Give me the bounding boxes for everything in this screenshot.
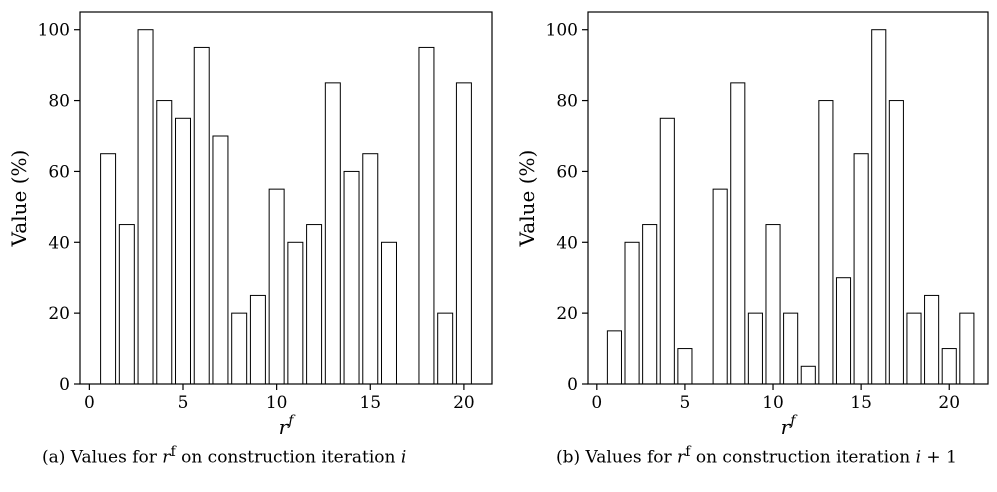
bar-a-15 (362, 153, 379, 385)
plot-frame-b (587, 11, 989, 385)
bar-b-3 (642, 224, 658, 385)
bar-a-20 (455, 82, 472, 385)
bar-b-18 (906, 312, 922, 385)
bar-a-2 (118, 224, 135, 385)
y-axis-label-a: Value (%) (7, 150, 31, 248)
bar-b-11 (783, 312, 799, 385)
y-tick-label-b-20: 20 (556, 304, 578, 324)
caption-a-superscript: f (170, 444, 176, 460)
x-tick-label-a-20: 20 (453, 393, 475, 413)
x-tick-label-b-5: 5 (680, 393, 691, 413)
y-tick-label-b-60: 60 (556, 162, 578, 182)
bar-a-19 (437, 312, 454, 385)
bar-a-12 (306, 224, 323, 385)
y-tick-label-a-0: 0 (59, 375, 70, 395)
bar-b-10 (765, 224, 781, 385)
chart-panel-a: 0 5 10 15 20 0 20 40 60 80 100 rf Value (%) (7, 11, 493, 439)
bar-b-4 (659, 117, 675, 385)
bar-a-1 (100, 153, 117, 385)
x-tick-label-b-20: 20 (938, 393, 960, 413)
x-tick-label-a-5: 5 (178, 393, 189, 413)
bar-b-5 (677, 348, 693, 385)
bar-a-3 (137, 29, 154, 385)
bar-b-15 (853, 153, 869, 385)
x-tick-label-a-0: 0 (84, 393, 95, 413)
bar-b-21 (959, 312, 975, 385)
y-tick-label-b-100: 100 (546, 21, 578, 41)
x-tick-label-b-0: 0 (591, 393, 602, 413)
bar-a-8 (231, 312, 248, 385)
y-tick-label-a-60: 60 (48, 162, 70, 182)
caption-a-iteration: i (400, 447, 407, 468)
bar-b-9 (747, 312, 763, 385)
bar-a-18 (418, 46, 435, 385)
bar-b-13 (818, 100, 834, 385)
caption-a-symbol: r (162, 447, 171, 468)
x-tick-label-b-15: 15 (850, 393, 872, 413)
y-tick-label-a-20: 20 (48, 304, 70, 324)
bar-b-8 (730, 82, 746, 385)
bar-b-1 (606, 330, 622, 385)
y-tick-label-b-0: 0 (567, 375, 578, 395)
y-tick-label-a-80: 80 (48, 92, 70, 112)
x-tick-label-a-10: 10 (266, 393, 288, 413)
y-tick-label-a-100: 100 (38, 21, 70, 41)
bar-a-9 (249, 294, 266, 385)
bar-a-7 (212, 135, 229, 385)
bar-b-17 (888, 100, 904, 385)
bar-a-16 (381, 241, 397, 385)
bar-a-5 (175, 117, 191, 385)
bar-a-13 (324, 82, 341, 385)
bar-a-4 (156, 100, 173, 385)
bar-b-2 (624, 241, 640, 385)
caption-b: (b) Values for rf on construction iterat… (556, 444, 957, 468)
plot-frame-a (79, 11, 493, 385)
bar-b-14 (835, 277, 852, 385)
x-axis-label-b: rf (781, 413, 799, 439)
caption-b-iteration: i (915, 447, 922, 468)
figure: 0 5 10 15 20 0 20 40 60 80 100 rf Value (%) 0 5 10 15 20… (7, 11, 989, 439)
y-tick-label-b-80: 80 (556, 92, 578, 112)
caption-b-superscript: f (685, 444, 691, 460)
bar-b-12 (800, 365, 816, 385)
x-tick-label-a-15: 15 (359, 393, 381, 413)
y-tick-label-b-40: 40 (556, 233, 578, 253)
caption-a: (a) Values for rf on construction iterat… (42, 444, 407, 468)
x-tick-label-b-10: 10 (762, 393, 784, 413)
bar-a-6 (193, 46, 210, 385)
x-axis-label-a: rf (279, 413, 297, 439)
y-tick-label-a-40: 40 (48, 233, 70, 253)
bar-a-10 (268, 188, 285, 385)
chart-panel-b: 0 5 10 15 20 0 20 40 60 80 100 rf Value (%) (515, 11, 989, 439)
bar-a-14 (343, 170, 360, 385)
y-axis-label-b: Value (%) (515, 150, 539, 248)
bar-b-7 (712, 188, 728, 385)
bar-b-16 (871, 29, 887, 385)
caption-b-symbol: r (677, 447, 686, 468)
bar-a-11 (287, 241, 304, 385)
bar-b-19 (924, 294, 940, 385)
bar-b-20 (941, 348, 957, 385)
